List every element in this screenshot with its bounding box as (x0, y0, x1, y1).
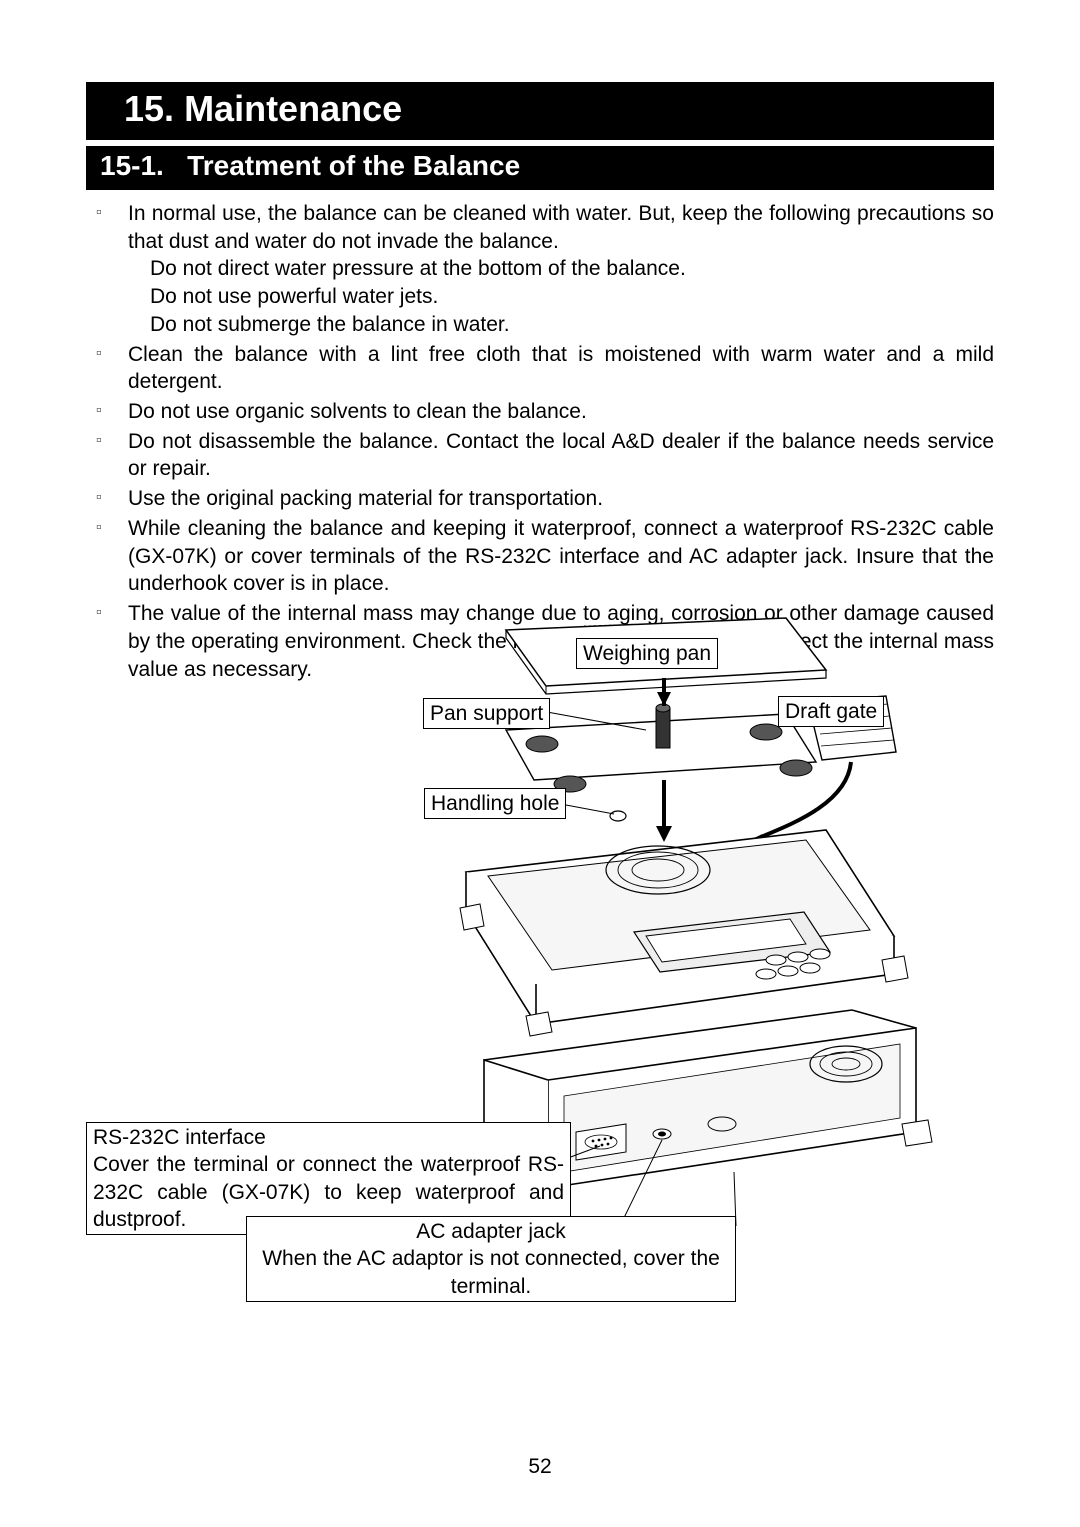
section-title: Treatment of the Balance (187, 150, 520, 181)
ac-adapter-label: AC adapter jack When the AC adaptor is n… (246, 1216, 736, 1302)
section-number: 15-1. (100, 150, 164, 181)
list-sub-item: Do not use powerful water jets. (128, 283, 994, 311)
list-item: Clean the balance with a lint free cloth… (86, 341, 994, 396)
label-text: Pan support (430, 702, 543, 725)
list-item-text: In normal use, the balance can be cleane… (128, 200, 994, 255)
chapter-bar: 15. Maintenance (86, 82, 994, 140)
draft-gate-label: Draft gate (778, 696, 884, 727)
list-item: In normal use, the balance can be cleane… (86, 200, 994, 339)
label-text: Draft gate (785, 700, 877, 723)
label-title: RS-232C interface (93, 1124, 564, 1151)
instruction-list: In normal use, the balance can be cleane… (86, 200, 994, 683)
list-sub-item: Do not direct water pressure at the bott… (128, 255, 994, 283)
weighing-pan-label: Weighing pan (576, 638, 718, 669)
page-number: 52 (0, 1455, 1080, 1479)
chapter-number: 15. (124, 88, 174, 129)
pan-support-shape (506, 704, 816, 792)
label-body: When the AC adaptor is not connected, co… (253, 1245, 729, 1300)
pan-support-label: Pan support (423, 698, 550, 729)
chapter-title: Maintenance (184, 88, 402, 129)
balance-body-top (460, 811, 908, 1036)
list-sub-item: Do not submerge the balance in water. (128, 311, 994, 339)
body-text: In normal use, the balance can be cleane… (86, 200, 994, 683)
handling-hole-label: Handling hole (424, 788, 566, 819)
section-bar: 15-1. Treatment of the Balance (86, 146, 994, 190)
list-item-text: Do not use organic solvents to clean the… (128, 398, 994, 426)
list-item: Use the original packing material for tr… (86, 485, 994, 513)
list-item-text: Do not disassemble the balance. Contact … (128, 428, 994, 483)
list-item-text: Use the original packing material for tr… (128, 485, 994, 513)
balance-diagram: Weighing pan Pan support Draft gate Hand… (86, 612, 994, 1312)
list-item: Do not disassemble the balance. Contact … (86, 428, 994, 483)
list-item-text: Clean the balance with a lint free cloth… (128, 341, 994, 396)
label-title: AC adapter jack (253, 1218, 729, 1245)
label-text: Weighing pan (583, 642, 711, 665)
list-item: Do not use organic solvents to clean the… (86, 398, 994, 426)
list-item-text: While cleaning the balance and keeping i… (128, 515, 994, 598)
list-item: While cleaning the balance and keeping i… (86, 515, 994, 598)
label-text: Handling hole (431, 792, 559, 815)
